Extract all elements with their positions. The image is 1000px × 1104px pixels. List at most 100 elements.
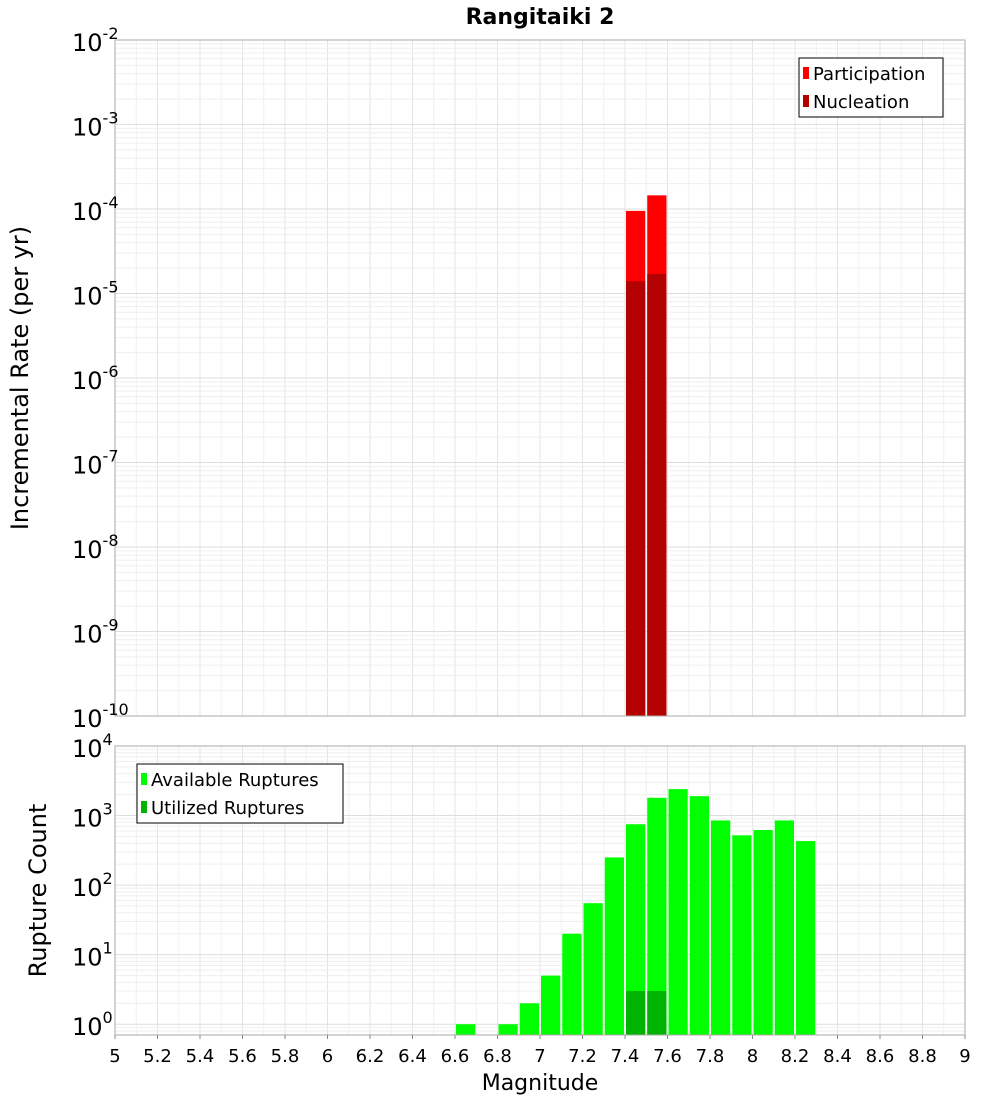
y-tick-exponent: -5: [103, 278, 119, 297]
y-tick-exponent: -8: [103, 531, 119, 550]
bar-available-ruptures: [456, 1024, 476, 1035]
legend: Available Ruptures Utilized Ruptures: [136, 763, 344, 824]
bar-available-ruptures: [732, 835, 752, 1035]
bar-available-ruptures: [583, 903, 603, 1035]
y-tick-exponent: -6: [103, 362, 119, 381]
x-tick-label: 5.4: [186, 1046, 215, 1067]
x-tick-label: 8.2: [781, 1046, 810, 1067]
y-tick-base: 10: [72, 621, 103, 649]
y-tick-exponent: 2: [103, 869, 113, 888]
y-tick-label: 10-9: [72, 616, 119, 649]
y-tick-label: 103: [72, 800, 113, 833]
x-tick-label: 5: [109, 1046, 120, 1067]
y-tick-base: 10: [72, 805, 103, 833]
y-tick-exponent: -9: [103, 616, 119, 635]
chart-title: Rangitaiki 2: [466, 5, 615, 30]
x-tick-label: 6.8: [483, 1046, 512, 1067]
y-tick-label: 101: [72, 939, 113, 972]
y-tick-label: 10-8: [72, 531, 119, 564]
x-tick-label: 8.6: [866, 1046, 895, 1067]
legend-label: Participation: [813, 64, 925, 85]
y-tick-base: 10: [72, 874, 103, 902]
y-axis-label: Rupture Count: [24, 804, 52, 978]
legend-box: [136, 763, 344, 824]
x-tick-label: 5.8: [271, 1046, 300, 1067]
y-tick-label: 10-5: [72, 278, 119, 311]
y-tick-base: 10: [72, 735, 103, 763]
bar-available-ruptures: [647, 797, 667, 1035]
y-tick-exponent: 0: [103, 1008, 113, 1027]
bar-nucleation: [626, 281, 646, 716]
x-axis-label: Magnitude: [482, 1071, 599, 1096]
legend-label: Utilized Ruptures: [151, 798, 304, 819]
legend-swatch: [141, 801, 147, 813]
y-tick-base: 10: [72, 944, 103, 972]
y-tick-label: 10-2: [72, 24, 119, 57]
x-tick-label: 6: [322, 1046, 333, 1067]
bar-available-ruptures: [774, 820, 794, 1035]
legend-swatch: [803, 67, 809, 79]
y-tick-label: 100: [72, 1008, 113, 1041]
bar-utilized-ruptures: [647, 991, 667, 1035]
y-tick-base: 10: [72, 283, 103, 311]
legend-label: Nucleation: [813, 92, 909, 113]
x-tick-label: 7.8: [696, 1046, 725, 1067]
x-tick-label: 7.2: [568, 1046, 597, 1067]
x-tick-label: 6.4: [398, 1046, 427, 1067]
y-tick-label: 10-4: [72, 193, 119, 226]
y-tick-base: 10: [72, 452, 103, 480]
y-tick-exponent: 1: [103, 939, 113, 958]
bar-available-ruptures: [541, 975, 561, 1035]
x-tick-label: 6.2: [356, 1046, 385, 1067]
y-tick-exponent: -2: [103, 24, 119, 43]
x-tick-label: 8.4: [823, 1046, 852, 1067]
x-tick-label: 6.6: [441, 1046, 470, 1067]
y-tick-base: 10: [72, 367, 103, 395]
y-tick-exponent: -4: [103, 193, 119, 212]
plot-frame: [114, 39, 966, 717]
x-tick-label: 7: [534, 1046, 545, 1067]
y-tick-label: 102: [72, 869, 113, 902]
bar-available-ruptures: [753, 829, 773, 1035]
bar-available-ruptures: [626, 824, 646, 1035]
y-tick-label: 10-6: [72, 362, 119, 395]
y-tick-label: 10-10: [72, 700, 129, 733]
bar-available-ruptures: [668, 789, 688, 1035]
y-tick-label: 104: [72, 730, 113, 763]
y-tick-base: 10: [72, 1013, 103, 1041]
legend-swatch: [803, 95, 809, 107]
y-tick-exponent: -7: [103, 447, 119, 466]
y-tick-exponent: -10: [103, 700, 129, 719]
legend: Participation Nucleation: [798, 57, 944, 118]
y-tick-label: 10-7: [72, 447, 119, 480]
x-tick-label: 8: [747, 1046, 758, 1067]
y-tick-exponent: 3: [103, 800, 113, 819]
y-tick-base: 10: [72, 29, 103, 57]
bar-available-ruptures: [498, 1024, 518, 1035]
y-tick-exponent: 4: [103, 730, 113, 749]
x-tick-label: 7.6: [653, 1046, 682, 1067]
bar-available-ruptures: [796, 841, 816, 1035]
y-tick-label: 10-3: [72, 109, 119, 142]
bar-nucleation: [647, 274, 667, 716]
legend-swatch: [141, 773, 147, 785]
y-tick-exponent: -3: [103, 109, 119, 128]
y-axis-label: Incremental Rate (per yr): [6, 226, 34, 530]
chart-panel-0: 10-210-310-410-510-610-710-810-910-10Inc…: [6, 5, 966, 733]
bar-utilized-ruptures: [626, 991, 646, 1035]
x-tick-label: 5.2: [143, 1046, 172, 1067]
y-tick-base: 10: [72, 198, 103, 226]
legend-label: Available Ruptures: [151, 770, 319, 791]
y-tick-base: 10: [72, 536, 103, 564]
bar-available-ruptures: [604, 857, 624, 1035]
y-tick-base: 10: [72, 705, 103, 733]
bar-available-ruptures: [562, 933, 582, 1035]
legend-box: [798, 57, 944, 118]
x-tick-label: 7.4: [611, 1046, 640, 1067]
x-tick-label: 8.8: [908, 1046, 937, 1067]
bar-available-ruptures: [711, 820, 731, 1035]
x-tick-label: 5.6: [228, 1046, 257, 1067]
